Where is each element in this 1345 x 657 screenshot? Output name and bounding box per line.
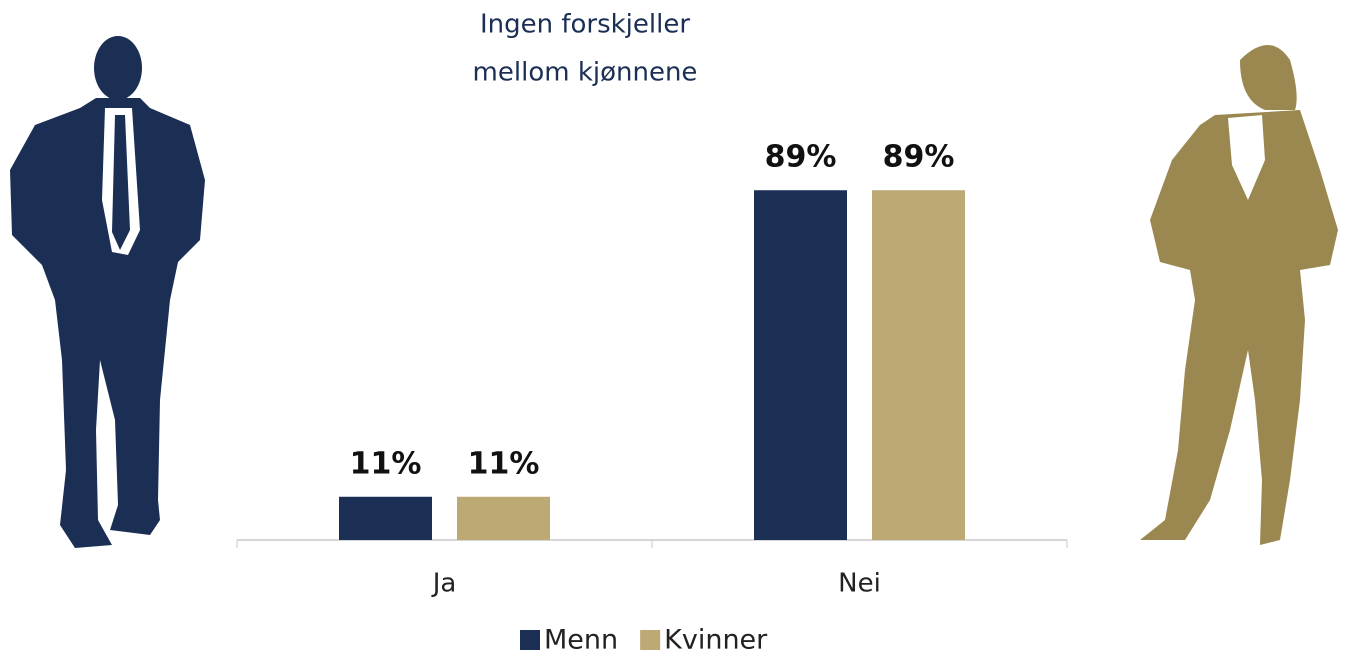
x-tick-label: Nei — [838, 569, 881, 599]
chart-title: Ingen forskjeller — [480, 10, 690, 40]
blouse — [1228, 115, 1265, 200]
woman-silhouette — [1140, 45, 1338, 545]
tie — [112, 115, 130, 250]
value-label: 11% — [350, 446, 422, 481]
bar — [339, 496, 432, 540]
bar — [754, 190, 847, 541]
bar — [872, 190, 965, 541]
legend-label: Kvinner — [664, 625, 768, 656]
legend-label: Menn — [544, 625, 618, 656]
value-label: 89% — [883, 140, 955, 175]
man-silhouette — [10, 36, 205, 548]
value-label: 89% — [765, 140, 837, 175]
chart-title: mellom kjønnene — [473, 58, 698, 88]
value-label: 11% — [468, 446, 540, 481]
bar — [457, 496, 550, 540]
legend-swatch — [640, 630, 661, 650]
x-tick-label: Ja — [431, 569, 457, 599]
legend-swatch — [520, 630, 540, 650]
